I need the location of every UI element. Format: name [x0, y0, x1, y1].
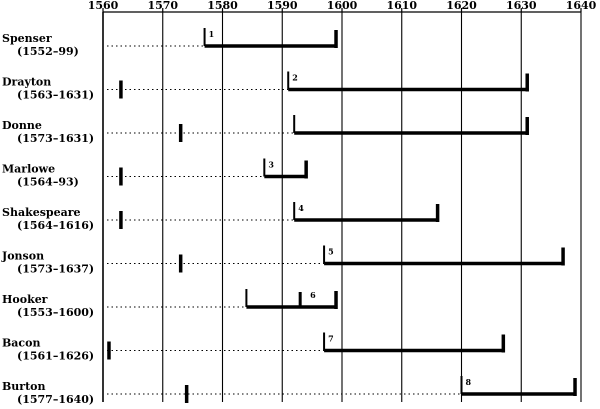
x-tick-label: 1590	[267, 0, 298, 12]
x-axis: 1560 1570 1580 1590 1600 1610 1620 1630 1640	[88, 0, 597, 13]
author-row: Donne(1573–1631)	[2, 115, 529, 145]
x-tick-label: 1580	[207, 0, 238, 12]
bracket-number: 4	[298, 203, 304, 213]
author-dates: (1552–99)	[17, 45, 79, 58]
author-dates: (1564–1616)	[17, 219, 94, 232]
author-dates: (1563–1631)	[17, 89, 94, 102]
author-dates: (1573–1637)	[17, 263, 94, 276]
author-name: Drayton	[2, 76, 51, 89]
author-name: Donne	[2, 119, 42, 132]
bracket-number: 6	[310, 290, 316, 300]
author-rows: Spenser(1552–99) 1 Drayton(1563–1631) 2 Donn…	[1, 28, 577, 406]
author-row: Shakespeare(1564–1616) 4	[2, 202, 440, 232]
author-dates: (1564–93)	[17, 176, 79, 189]
author-row: Spenser(1552–99) 1	[2, 28, 338, 58]
bracket-number: 2	[292, 73, 298, 83]
bracket-number: 5	[328, 247, 334, 257]
author-dates: (1553–1600)	[17, 306, 94, 319]
bracket-number: 8	[466, 377, 472, 387]
author-name: Shakespeare	[2, 206, 81, 219]
author-dates: (1561–1626)	[17, 350, 94, 363]
author-name: Hooker	[2, 293, 48, 306]
author-dates: (1573–1631)	[17, 132, 94, 145]
author-row: Burton(1577–1640) 8	[2, 376, 577, 406]
x-tick-label: 1630	[506, 0, 537, 12]
author-row: Drayton(1563–1631) 2	[2, 71, 529, 102]
author-dates: (1577–1640)	[17, 393, 94, 406]
x-tick-label: 1640	[566, 0, 597, 12]
x-tick-label: 1570	[147, 0, 178, 12]
author-row: Jonson(1573–1637) 5	[1, 245, 565, 276]
author-name: Jonson	[1, 250, 44, 263]
x-tick-label: 1600	[327, 0, 358, 12]
x-tick-label: 1560	[88, 0, 119, 12]
x-tick-label: 1610	[386, 0, 417, 12]
author-name: Marlowe	[2, 163, 55, 176]
grid	[102, 12, 582, 402]
bracket-number: 3	[268, 160, 274, 170]
author-row: Hooker(1553–1600) 6	[2, 289, 338, 319]
x-tick-label: 1620	[446, 0, 477, 12]
bracket-number: 7	[328, 334, 334, 344]
author-row: Bacon(1561–1626) 7	[2, 332, 506, 363]
author-name: Bacon	[2, 337, 40, 350]
author-row: Marlowe(1564–93) 3	[2, 158, 308, 189]
bracket-number: 1	[209, 29, 215, 39]
author-name: Spenser	[2, 32, 52, 45]
author-name: Burton	[2, 380, 46, 393]
